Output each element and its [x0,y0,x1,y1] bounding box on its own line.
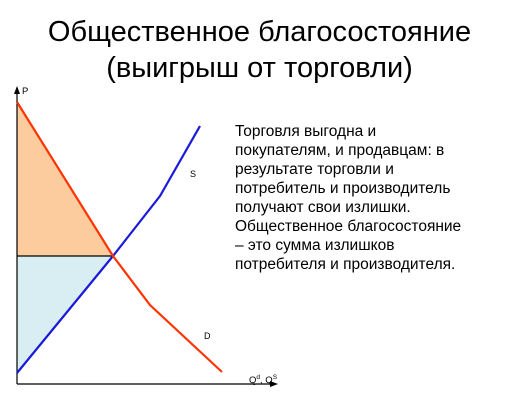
explanation-text: Торговля выгодна и покупателям, и продав… [235,122,510,274]
supply-label: S [190,169,196,179]
title-line-1: Общественное благосостояние [47,16,472,48]
text-line-7: – это сумма излишков [235,237,395,254]
x-axis-label-sep: , Q [260,375,273,386]
title-line-2: (выигрыш от торговли) [106,52,413,84]
demand-curve [16,101,223,373]
x-axis-arrow [270,381,278,387]
text-line-5: получают свои излишки. [235,199,411,216]
x-axis-label: Qd, QS [249,374,278,386]
x-axis-label-sup-s: S [273,374,278,381]
y-axis-label: P [22,86,28,97]
slide-title: Общественное благосостояние (выигрыш от … [0,14,519,86]
text-line-8: потребителя и производителя. [235,256,456,273]
text-line-4: потребитель и производитель [235,180,451,197]
x-axis-label-q: Q [249,375,256,386]
text-line-1: Торговля выгодна и [235,123,377,140]
demand-label: D [204,331,211,341]
supply-curve [16,125,201,374]
x-axis-label-sup-d: d [256,374,260,381]
text-line-6: Общественное благосостояние [235,218,462,235]
text-line-3: результате торговли и [235,161,394,178]
y-axis-arrow [14,86,20,94]
text-line-2: покупателям, и продавцам: в [235,142,445,159]
